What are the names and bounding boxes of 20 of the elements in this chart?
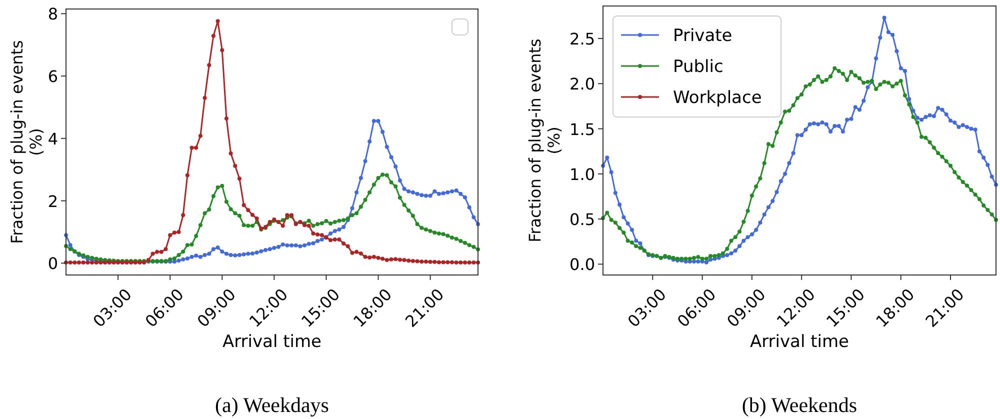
legend-label: Public: [673, 57, 724, 77]
legend-label: Workplace: [673, 88, 762, 108]
legend-label: Private: [673, 26, 732, 46]
x-axis-title: Arrival time: [222, 332, 322, 352]
text: (b) Weekends: [742, 393, 858, 417]
y-axis-title: Fraction of plug-in events (%): [8, 40, 46, 244]
text: (a) Weekdays: [215, 393, 329, 417]
y-tick-label: 6: [48, 67, 58, 86]
x-axis-title: Arrival time: [750, 332, 850, 352]
y-tick-label: 1.5: [570, 120, 595, 139]
y-tick-label: 1.0: [570, 164, 595, 184]
y-tick-label: 2: [48, 192, 58, 211]
y-tick-label: 4: [48, 129, 58, 148]
y-tick-label: 0.5: [570, 210, 595, 230]
y-tick-label: 8: [48, 4, 58, 24]
y-tick-label: 2.0: [570, 74, 595, 94]
y-tick-label: 2.5: [570, 29, 595, 48]
y-tick-label: 0.0: [570, 255, 595, 274]
y-axis-title: Fraction of plug-in events (%): [526, 38, 564, 242]
y-tick-label: 0: [48, 254, 58, 274]
